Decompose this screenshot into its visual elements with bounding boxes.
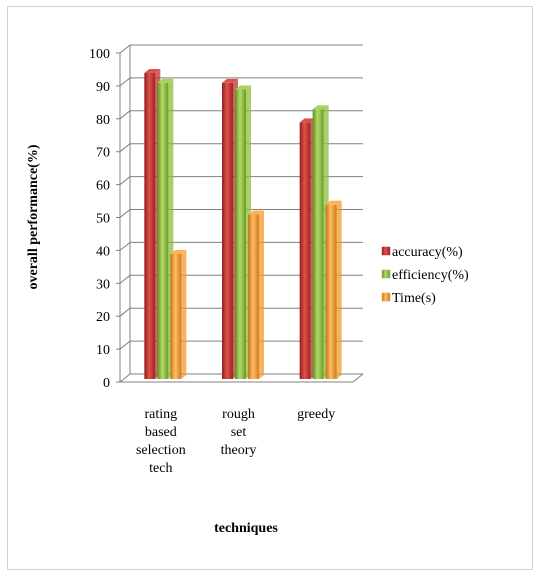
bar-times [170,249,187,379]
chart-frame [7,6,533,570]
y-tick-label: 20 [96,310,110,325]
bar-times [248,210,264,379]
gridline-side [119,44,131,54]
gridline-side [119,307,131,317]
y-tick-label: 10 [96,343,110,358]
gridline-side [119,77,131,87]
legend-swatch [381,292,391,302]
y-tick-label: 40 [96,244,110,259]
legend-label: efficiency(%) [392,268,469,283]
y-tick-label: 30 [96,277,110,292]
x-category-label: rough set theory [221,407,257,458]
axes [116,45,364,383]
gridline-side [119,242,131,251]
floor-edge [352,373,364,383]
bar-times [325,200,342,379]
legend-label: accuracy(%) [392,245,463,260]
gridline-side [119,274,131,284]
gridline-side [119,176,131,185]
y-tick-label: 0 [103,376,110,391]
x-category-labels: rating based selection tech rough set theory gr… [136,407,335,476]
y-tick-label: 100 [89,47,110,62]
y-tick-label: 80 [96,113,110,128]
legend-swatch [381,246,391,256]
legend: accuracy(%) efficiency(%) Time(s) [381,245,469,306]
x-category-label: rating based selection tech [136,407,186,476]
legend-swatch [381,269,391,279]
gridline-side [119,143,131,153]
y-tick-label: 60 [96,179,110,194]
legend-item: accuracy(%) [381,245,463,260]
legend-item: Time(s) [381,291,436,306]
gridline-side [119,209,131,218]
gridline-side [119,340,131,350]
x-category-label: greedy [297,407,335,422]
bars [144,69,342,380]
x-axis-title: techniques [214,521,278,536]
legend-item: efficiency(%) [381,268,469,283]
gridline-side [119,110,131,120]
legend-label: Time(s) [392,291,436,306]
y-tick-labels: 0 10 20 30 40 50 60 70 80 90 100 [89,47,110,391]
gridline-side [119,373,131,383]
y-tick-label: 90 [96,80,110,95]
y-axis-title: overall performance(%) [26,144,41,289]
y-tick-label: 70 [96,146,110,161]
y-tick-label: 50 [96,212,110,227]
